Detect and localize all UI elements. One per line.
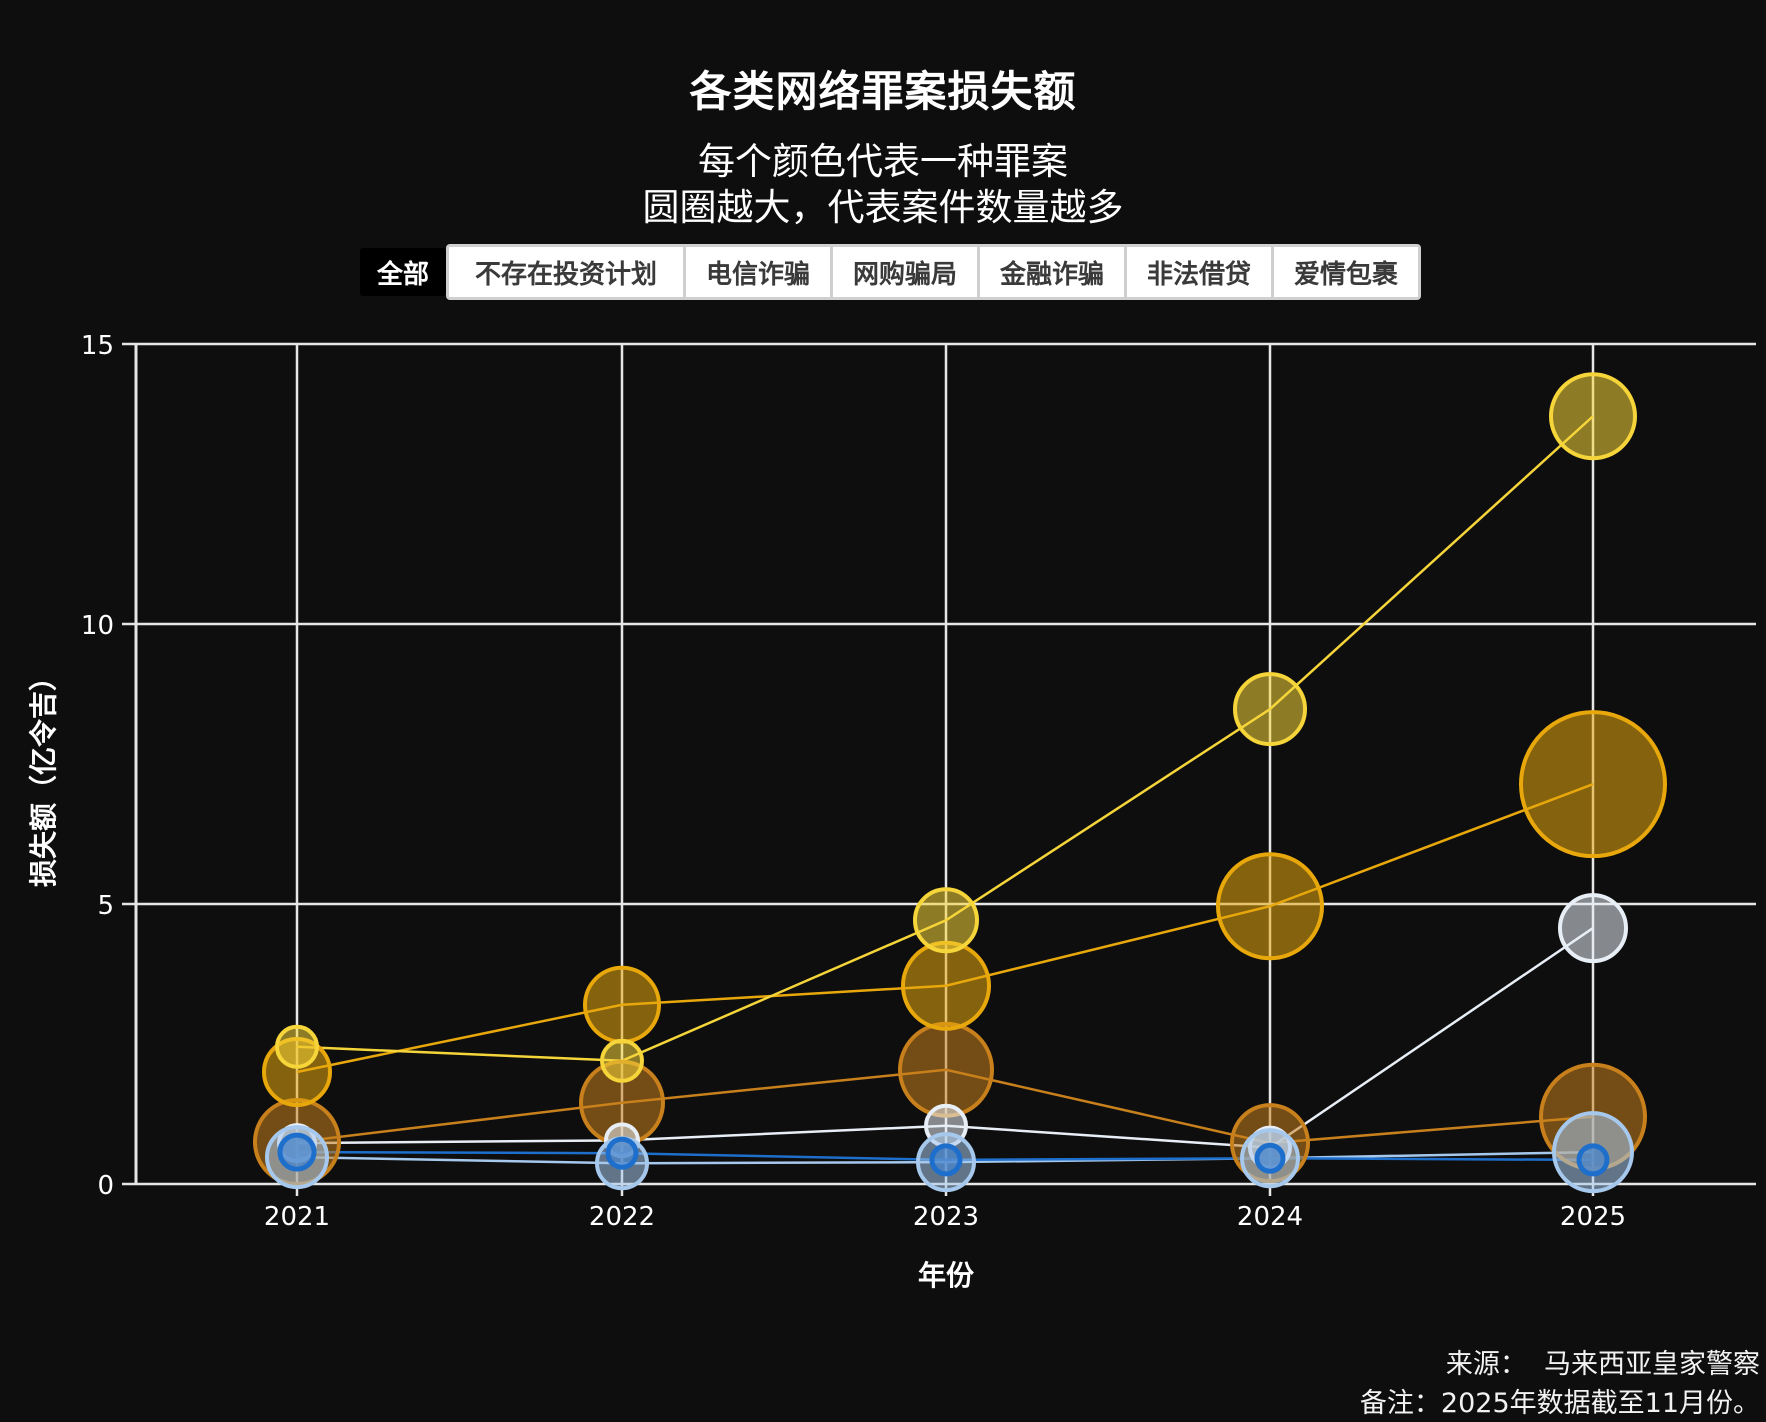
series-dark-orange-bubble[interactable] bbox=[898, 1021, 994, 1118]
tab-all[interactable]: 全部 bbox=[360, 248, 446, 296]
tab-love-parcel-scam[interactable]: 爱情包裹 bbox=[1274, 247, 1418, 297]
y-tick-label: 0 bbox=[97, 1171, 114, 1201]
series-bright-yellow-bubble[interactable] bbox=[913, 887, 979, 954]
series-white-bubble[interactable] bbox=[1558, 893, 1628, 964]
series-bright-yellow-bubble[interactable] bbox=[1549, 372, 1637, 461]
x-axis-label: 年份 bbox=[917, 1259, 975, 1292]
crime-filter-tabs: 全部 不存在投资计划 电信诈骗 网购骗局 金融诈骗 非法借贷 爱情包裹 bbox=[360, 244, 1421, 300]
source-note: 来源： 马来西亚皇家警察 bbox=[1445, 1349, 1760, 1380]
x-tick-label: 2022 bbox=[589, 1202, 655, 1232]
data-note: 备注：2025年数据截至11月份。 bbox=[1359, 1388, 1760, 1419]
y-tick-label: 5 bbox=[97, 891, 114, 921]
x-tick-label: 2024 bbox=[1237, 1202, 1303, 1232]
chart-subtitle-line2: 圆圈越大，代表案件数量越多 bbox=[642, 186, 1124, 229]
series-gold-bubble[interactable] bbox=[901, 940, 991, 1031]
x-tick-label: 2025 bbox=[1560, 1202, 1626, 1232]
series-bubbles bbox=[253, 372, 1667, 1194]
series-bright-yellow-bubble[interactable] bbox=[600, 1038, 644, 1083]
tab-online-shopping-scam[interactable]: 网购骗局 bbox=[833, 247, 977, 297]
series-gold-bubble[interactable] bbox=[1519, 710, 1667, 859]
series-gold-bubble[interactable] bbox=[1216, 852, 1324, 961]
x-tick-label: 2023 bbox=[913, 1202, 979, 1232]
series-dark-blue-bubble[interactable] bbox=[929, 1143, 963, 1177]
x-axis: 2021 2022 2023 2024 2025 bbox=[264, 1202, 1626, 1232]
chart-title: 各类网络罪案损失额 bbox=[689, 67, 1077, 116]
series-bright-yellow-bubble[interactable] bbox=[275, 1024, 319, 1069]
series-dark-blue-bubble[interactable] bbox=[1254, 1142, 1286, 1174]
series-gold-bubble[interactable] bbox=[583, 965, 661, 1044]
series-bright-yellow-bubble[interactable] bbox=[1233, 672, 1307, 747]
series-dark-blue-bubble[interactable] bbox=[1576, 1143, 1610, 1177]
tab-nonexistent-investment[interactable]: 不存在投资计划 bbox=[449, 247, 683, 297]
y-axis: 0 5 10 15 bbox=[81, 331, 138, 1201]
series-dark-blue-bubble[interactable] bbox=[277, 1132, 317, 1172]
chart-subtitle-line1: 每个颜色代表一种罪案 bbox=[698, 140, 1068, 183]
series-dark-blue-bubble[interactable] bbox=[605, 1136, 639, 1170]
tab-telecom-fraud[interactable]: 电信诈骗 bbox=[686, 247, 830, 297]
tab-group: 不存在投资计划 电信诈骗 网购骗局 金融诈骗 非法借贷 爱情包裹 bbox=[446, 244, 1421, 300]
tab-financial-fraud[interactable]: 金融诈骗 bbox=[980, 247, 1124, 297]
tab-illegal-loan[interactable]: 非法借贷 bbox=[1127, 247, 1271, 297]
y-tick-label: 10 bbox=[81, 611, 114, 641]
x-tick-label: 2021 bbox=[264, 1202, 330, 1232]
y-axis-label: 损失额（亿令吉） bbox=[27, 662, 60, 888]
y-tick-label: 15 bbox=[81, 331, 114, 361]
